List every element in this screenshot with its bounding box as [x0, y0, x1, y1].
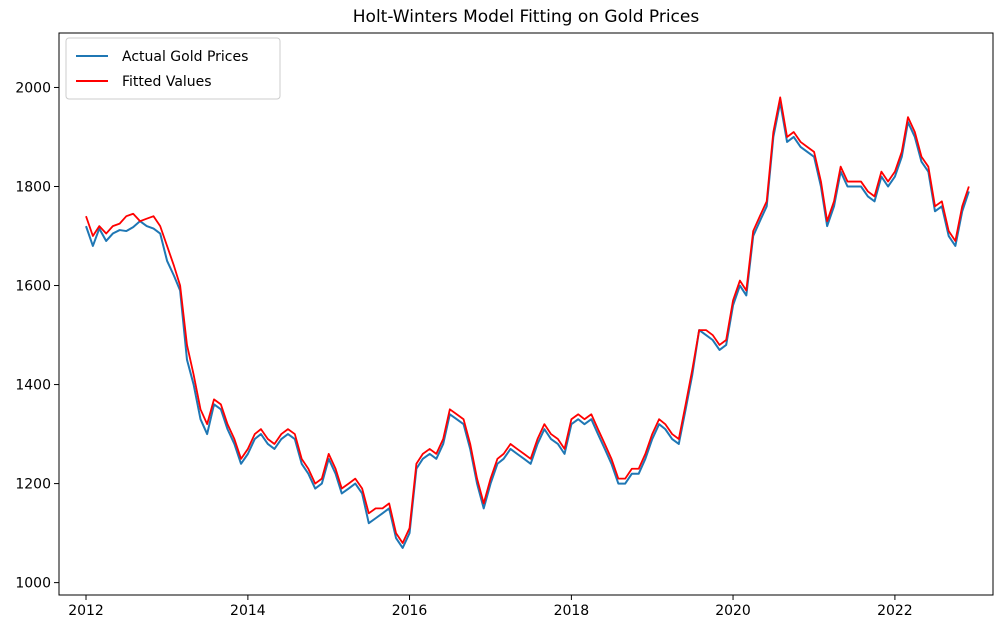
plot-frame: [58, 32, 994, 596]
x-tick-label: 2014: [230, 603, 266, 619]
legend-box: [65, 37, 281, 100]
legend: Actual Gold Prices Fitted Values: [65, 37, 281, 100]
series-layer: [85, 96, 970, 549]
x-axis: 2012 2014 2016 2018 2020 2022: [68, 595, 913, 619]
y-tick-label: 1200: [15, 477, 51, 493]
legend-label-actual: Actual Gold Prices: [122, 49, 248, 65]
y-tick-label: 1600: [15, 279, 51, 295]
y-tick-label: 1400: [15, 378, 51, 394]
x-tick-label: 2018: [554, 603, 590, 619]
x-tick-label: 2012: [68, 603, 104, 619]
y-tick-label: 1800: [15, 179, 51, 195]
x-tick-label: 2020: [715, 603, 751, 619]
y-tick-label: 1000: [15, 576, 51, 592]
x-tick-label: 2016: [392, 603, 428, 619]
series-line-fitted: [85, 96, 970, 544]
x-tick-label: 2022: [877, 603, 913, 619]
y-tick-label: 2000: [15, 80, 51, 96]
legend-label-fitted: Fitted Values: [122, 74, 212, 90]
chart-title: Holt-Winters Model Fitting on Gold Price…: [353, 7, 700, 27]
y-axis: 1000 1200 1400 1600 1800 2000: [15, 80, 59, 592]
